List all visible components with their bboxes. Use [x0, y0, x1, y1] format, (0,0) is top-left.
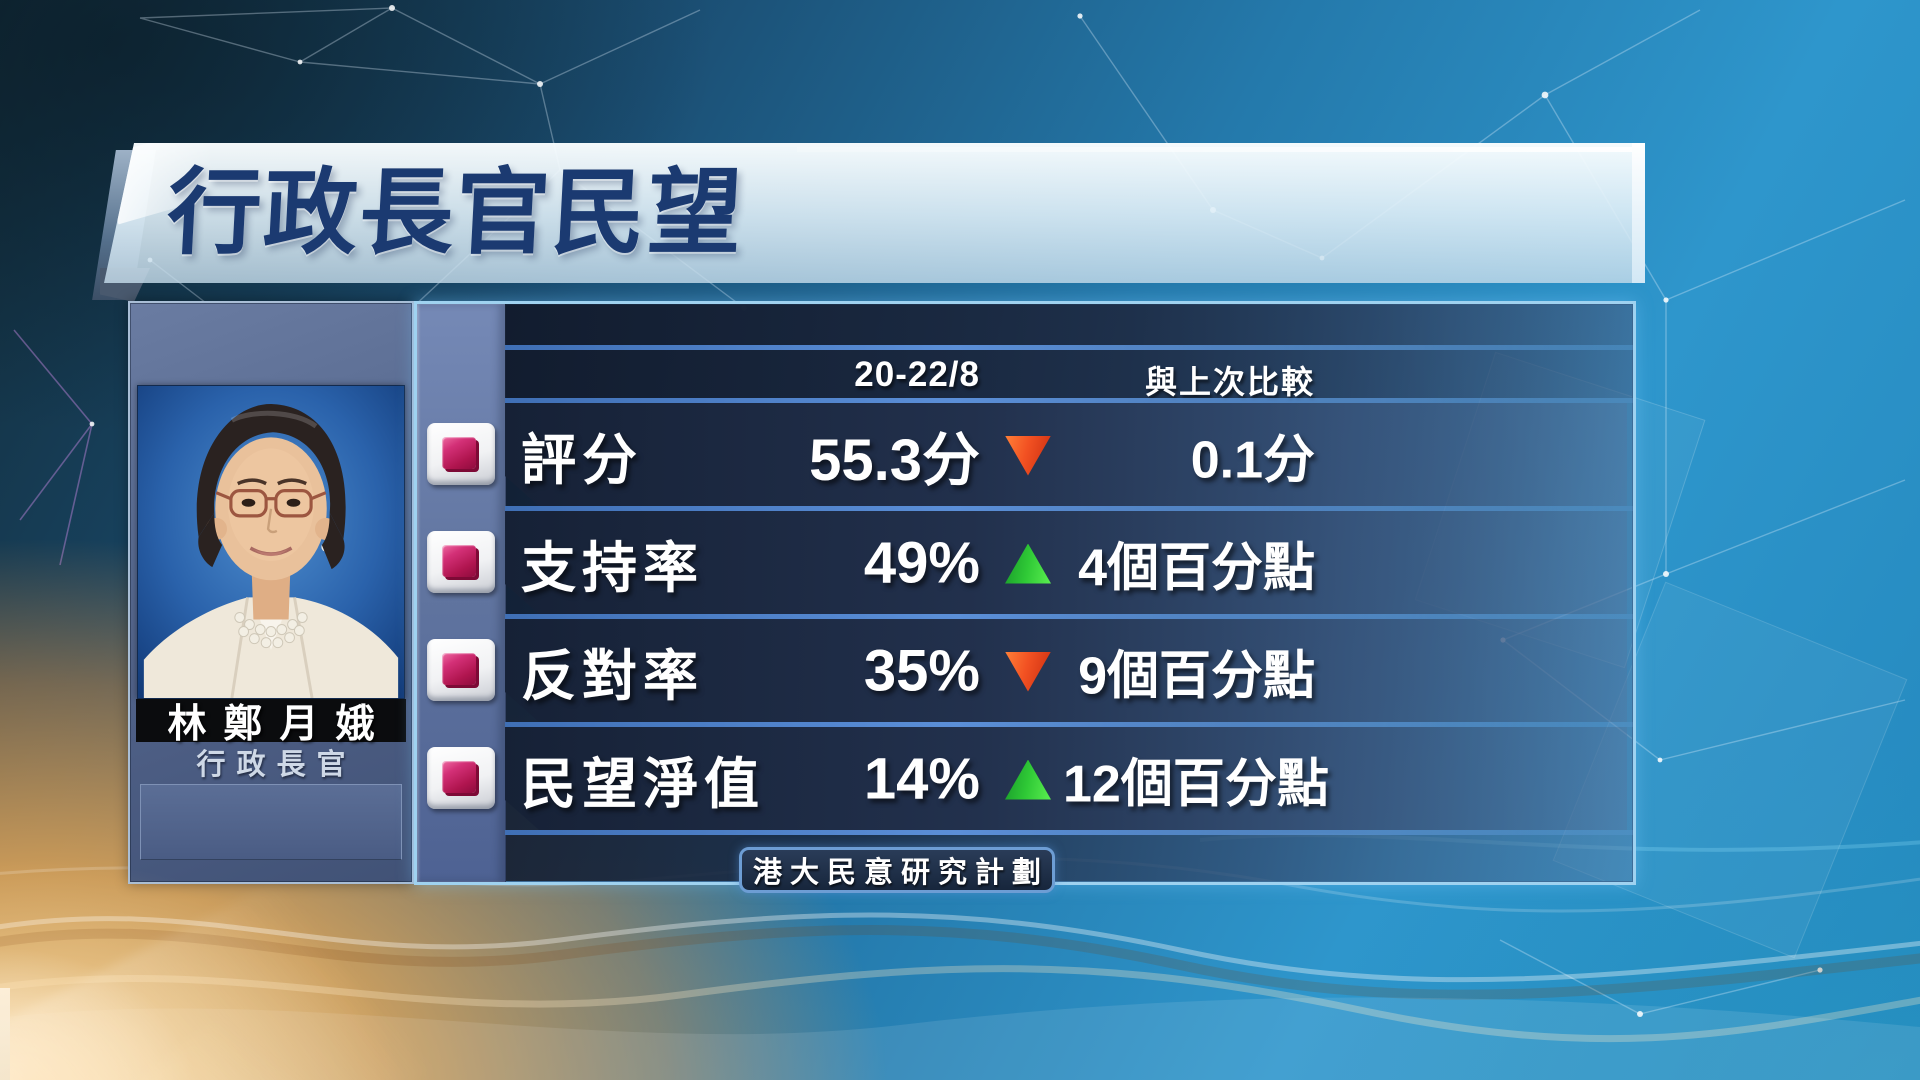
title-banner: 行政長官民望 [104, 143, 1645, 283]
divider-line [505, 506, 1633, 511]
row-value: 35% [863, 638, 980, 703]
profile-name: 林鄭月娥 [136, 699, 406, 746]
row-label: 評分 [521, 428, 644, 491]
trend-arrow-icon [1005, 760, 1051, 800]
row-bullet-icon [427, 531, 495, 593]
page-title: 行政長官民望 [164, 160, 747, 265]
row-bullet-icon [427, 747, 495, 809]
row-change: 0.1分 [1190, 431, 1315, 489]
divider-line [505, 398, 1633, 403]
table-top-spacer [505, 304, 1633, 345]
profile-card: 林鄭月娥 行政長官 [128, 301, 414, 884]
trend-arrow-icon [1005, 544, 1051, 584]
column-header-comparison: 與上次比較 [1144, 364, 1315, 400]
row-value: 49% [863, 530, 980, 595]
row-bullet-icon [427, 639, 495, 701]
table-row: 評分 55.3分 0.1分 [505, 403, 1627, 506]
trend-arrow-icon [1005, 652, 1051, 692]
edge-glint-decoration [0, 988, 10, 1080]
table-row: 反對率 35% 9個百分點 [505, 619, 1627, 722]
row-bullet-icon [427, 423, 495, 485]
trend-arrow-icon [1005, 436, 1051, 476]
poll-table-panel: 20-22/8 與上次比較 評分 55.3分 0.1分 支持率 49% 4個百分… [414, 301, 1636, 893]
table-row: 支持率 49% 4個百分點 [505, 511, 1627, 614]
row-change: 4個百分點 [1078, 539, 1315, 597]
row-value: 55.3分 [809, 427, 980, 493]
divider-line [505, 722, 1633, 727]
table-row: 民望淨值 14% 12個百分點 [505, 727, 1627, 830]
divider-line [505, 614, 1633, 619]
column-header-period: 20-22/8 [854, 355, 980, 394]
row-value: 14% [863, 746, 980, 811]
table-header-row: 20-22/8 與上次比較 [505, 350, 1633, 400]
profile-role: 行政長官 [196, 749, 357, 781]
row-change: 9個百分點 [1078, 647, 1315, 705]
divider-line [505, 830, 1633, 835]
profile-panel-strip [140, 784, 402, 860]
source-badge: 港大民意研究計劃 [739, 847, 1055, 893]
row-change: 12個百分點 [1063, 755, 1329, 813]
portrait-photo [137, 385, 405, 699]
